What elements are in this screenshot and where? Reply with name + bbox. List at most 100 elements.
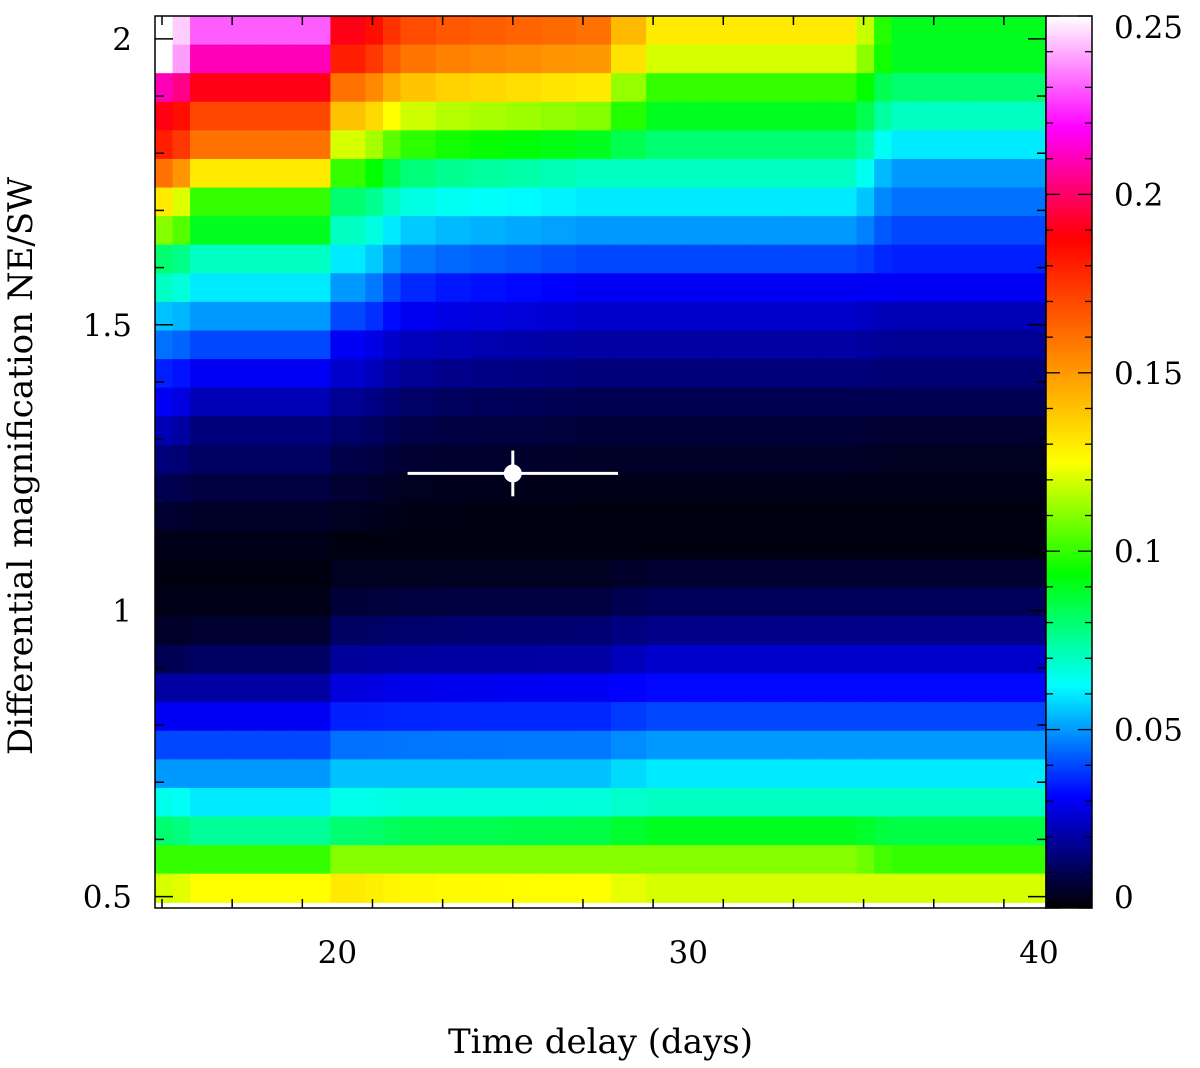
heatmap-cell [681,845,717,875]
heatmap-cell [786,301,823,332]
heatmap-cell [365,845,384,875]
heatmap-cell [400,158,437,189]
heatmap-cell [821,387,858,417]
heatmap-cell [961,530,998,560]
heatmap-cell [383,673,402,703]
heatmap-cell [435,702,472,732]
heatmap-cell [856,359,875,389]
heatmap-cell [435,873,472,903]
heatmap-cell [505,530,542,560]
heatmap-cell [365,673,384,703]
heatmap-cell [400,759,437,789]
heatmap-cell [505,673,542,703]
heatmap-cell [155,759,174,789]
heatmap-cell [611,873,647,903]
heatmap-cell [891,816,928,846]
heatmap-cell [821,587,858,617]
heatmap-cell [611,587,647,617]
x-tick-label: 40 [1019,935,1058,971]
heatmap-cell [505,244,542,274]
heatmap-cell [821,816,858,846]
heatmap-cell [435,187,472,217]
heatmap-cell [225,473,261,503]
heatmap-cell [365,216,384,246]
heatmap-cell [383,273,402,303]
heatmap-cell [611,16,647,46]
y-tick-label: 1 [112,594,132,630]
heatmap-cell [225,301,261,332]
heatmap-cell [470,216,507,246]
heatmap-cell [400,816,437,846]
heatmap-cell [435,673,472,703]
heatmap-cell [996,616,1047,646]
heatmap-cell [874,587,893,617]
heatmap-cell [260,444,296,475]
heatmap-cell [646,359,682,389]
heatmap-cell [260,216,296,246]
heatmap-cell [891,273,928,303]
heatmap-cell [172,273,191,303]
heatmap-cell [646,616,682,646]
heatmap-cell [874,873,893,903]
heatmap-cell [874,16,893,46]
heatmap-cell [611,845,647,875]
heatmap-cell [470,444,507,475]
heatmap-cell [681,587,717,617]
heatmap-cell [996,73,1047,103]
colorbar-tick-label: 0.05 [1114,713,1183,749]
heatmap-cell [891,416,928,446]
heatmap-cell [856,216,875,246]
heatmap-cell [786,673,823,703]
heatmap-cell [681,158,717,189]
heatmap-cell [330,416,367,446]
heatmap-cell [190,387,226,417]
heatmap-cell [505,502,542,532]
heatmap-cell [365,587,384,617]
heatmap-cell [260,73,296,103]
heatmap-cell [365,44,384,74]
heatmap-cell [383,616,402,646]
heatmap-cell [611,130,647,160]
heatmap-cell [155,473,174,503]
heatmap-cell [996,387,1047,417]
heatmap-cell [260,587,296,617]
heatmap-cell [435,473,472,503]
heatmap-cell [155,187,174,217]
heatmap-cell [926,101,963,131]
heatmap-cell [611,473,647,503]
heatmap-cell [751,559,788,589]
heatmap-cell [540,587,577,617]
heatmap-cell [751,158,788,189]
heatmap-cell [190,44,226,74]
heatmap-cell [575,187,612,217]
heatmap-cell [383,845,402,875]
heatmap-cell [996,587,1047,617]
heatmap-cell [821,216,858,246]
heatmap-cell [961,759,998,789]
heatmap-cell [172,502,191,532]
heatmap-cell [961,816,998,846]
heatmap-cell [856,473,875,503]
heatmap-cell [330,216,367,246]
heatmap-cell [821,873,858,903]
heatmap-cell [365,130,384,160]
heatmap-cell [295,587,331,617]
heatmap-cell [646,702,682,732]
heatmap-cell [926,416,963,446]
heatmap-cell [891,158,928,189]
heatmap-cell [400,559,437,589]
heatmap-cell [575,73,612,103]
heatmap-cell [155,673,174,703]
y-tick-label: 0.5 [83,880,132,916]
heatmap-cell [470,730,507,760]
heatmap-cell [190,130,226,160]
heatmap-cell [330,816,367,846]
heatmap-cell [383,330,402,360]
heatmap-cell [681,559,717,589]
heatmap-cell [295,416,331,446]
heatmap-cell [295,644,331,675]
heatmap-cell [155,444,174,475]
heatmap-cell [400,644,437,675]
heatmap-cell [400,787,437,818]
heatmap-cell [961,73,998,103]
